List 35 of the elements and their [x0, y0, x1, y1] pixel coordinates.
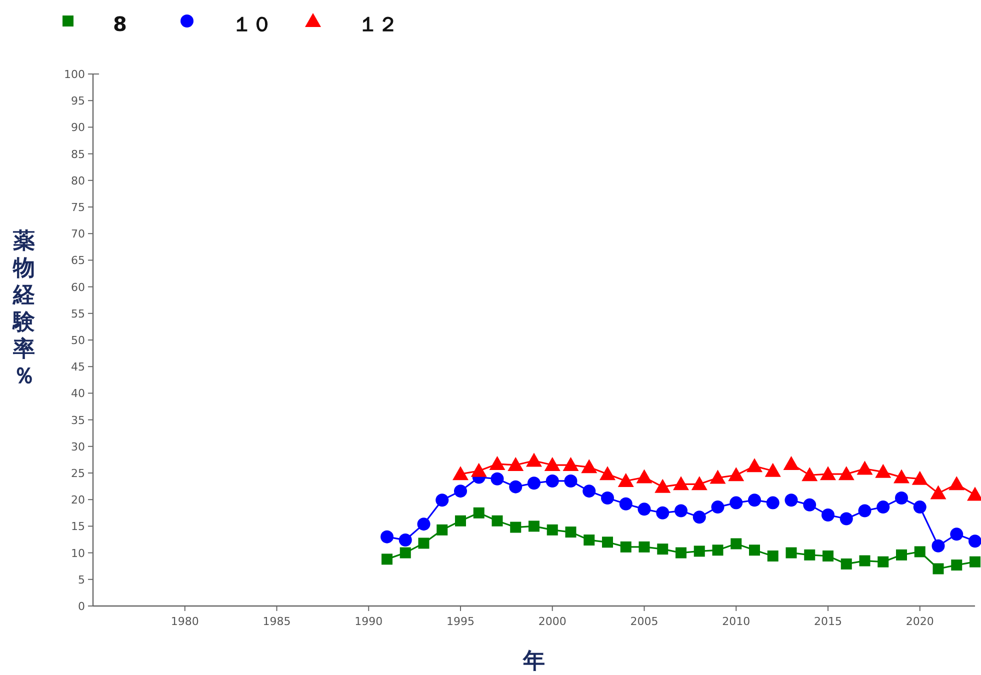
- y-tick-label: 5: [78, 573, 85, 586]
- x-tick-label: 2020: [906, 615, 934, 628]
- y-tick-label: 35: [71, 414, 85, 427]
- y-tick-label: 90: [71, 121, 85, 134]
- y-tick-label: 50: [71, 334, 85, 347]
- y-tick-label: 30: [71, 440, 85, 454]
- y-tick-label: 95: [71, 94, 85, 108]
- y-tick-label: 70: [71, 228, 85, 241]
- y-tick-label: 10: [71, 546, 85, 560]
- x-tick-label: 2010: [722, 615, 750, 628]
- x-tick-label: 2015: [814, 615, 842, 628]
- y-tick-label: 45: [71, 360, 85, 374]
- legend-label: 8: [113, 12, 127, 36]
- y-tick-label: 85: [71, 148, 85, 161]
- y-tick-label: 15: [71, 520, 85, 534]
- y-tick-label: 25: [71, 467, 85, 480]
- x-tick-label: 1980: [170, 615, 199, 628]
- y-tick-label: 65: [71, 254, 85, 268]
- y-tick-label: 80: [71, 174, 85, 188]
- legend-label: １０: [232, 12, 272, 36]
- y-axis-title: 薬物経験率％: [12, 229, 36, 389]
- x-axis-title: 年: [522, 649, 545, 674]
- y-tick-label: 100: [64, 68, 85, 81]
- y-tick-label: 0: [78, 600, 85, 613]
- y-tick-label: 20: [71, 494, 85, 507]
- x-tick-label: 1985: [262, 615, 291, 628]
- x-tick-label: 2005: [630, 615, 658, 628]
- x-tick-label: 1995: [446, 615, 474, 628]
- y-tick-label: 40: [71, 387, 85, 400]
- y-tick-label: 55: [71, 307, 85, 320]
- y-tick-label: 60: [71, 280, 85, 294]
- x-tick-label: 1990: [354, 615, 383, 628]
- x-tick-label: 2000: [538, 615, 566, 628]
- legend-label: １２: [358, 12, 398, 36]
- y-tick-label: 75: [71, 201, 85, 214]
